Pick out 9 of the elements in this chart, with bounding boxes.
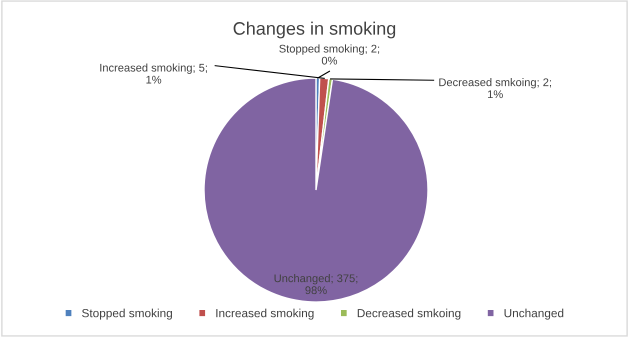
data-label: Decreased smkoing; 2; 1% — [439, 78, 552, 98]
data-label: Stopped smoking; 2; 0% — [279, 44, 380, 65]
legend-label: Decreased smkoing — [358, 308, 460, 320]
legend-label: Increased smoking — [216, 308, 314, 320]
legend-label: Unchanged — [504, 308, 564, 320]
chart-title: Changes in smoking — [234, 22, 396, 38]
legend-label: Stopped smoking — [82, 308, 172, 320]
data-label: Unchanged; 375; 98% — [274, 274, 358, 294]
data-label: Increased smoking; 5; 1% — [100, 63, 207, 84]
